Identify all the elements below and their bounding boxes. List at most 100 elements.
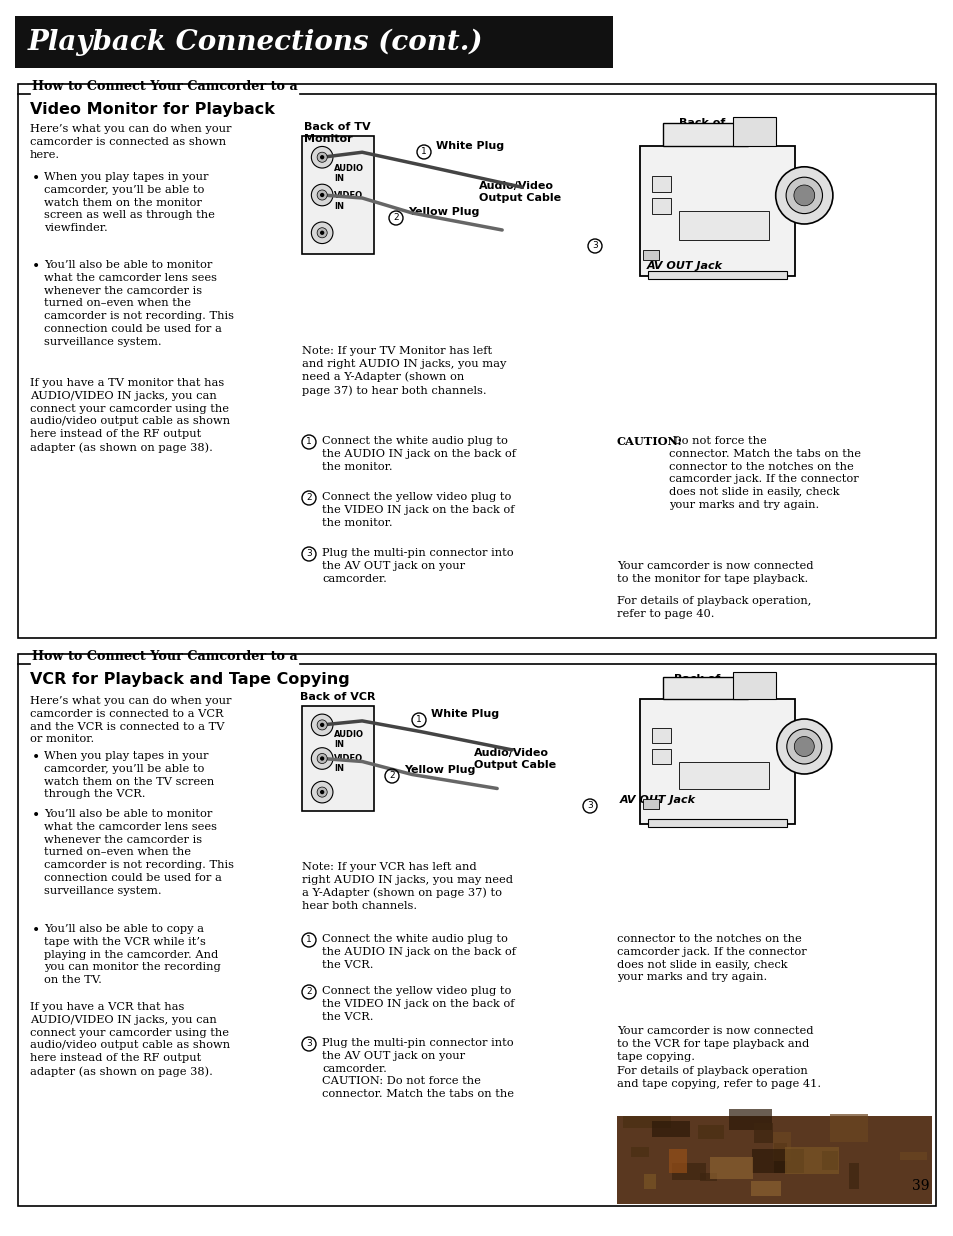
Bar	[18, 84, 935, 638]
Text: Connect the white audio plug to
the AUDIO IN jack on the back of
the monitor.: Connect the white audio plug to the AUDI…	[322, 436, 516, 472]
Circle shape	[311, 781, 333, 803]
Bar	[729, 1109, 772, 1130]
Bar	[652, 176, 670, 192]
Circle shape	[316, 719, 327, 730]
Bar	[639, 146, 794, 276]
Bar	[642, 250, 658, 261]
Bar	[829, 1114, 867, 1142]
Text: Note: If your VCR has left and
right AUDIO IN jacks, you may need
a Y-Adapter (s: Note: If your VCR has left and right AUD…	[302, 861, 513, 911]
Text: Note: If your TV Monitor has left
and right AUDIO IN jacks, you may
need a Y-Ada: Note: If your TV Monitor has left and ri…	[302, 346, 506, 396]
Circle shape	[776, 719, 831, 774]
Text: For details of playback operation,
refer to page 40.: For details of playback operation, refer…	[617, 596, 810, 619]
Text: How to Connect Your Camcorder to a: How to Connect Your Camcorder to a	[32, 80, 297, 93]
Text: Your camcorder is now connected
to the VCR for tape playback and
tape copying.: Your camcorder is now connected to the V…	[617, 1026, 813, 1062]
Circle shape	[316, 754, 327, 764]
Circle shape	[793, 185, 814, 206]
Text: Back of VCR: Back of VCR	[299, 692, 375, 702]
Circle shape	[316, 787, 327, 797]
Text: When you play tapes in your
camcorder, you’ll be able to
watch them on the monit: When you play tapes in your camcorder, y…	[44, 172, 214, 234]
Circle shape	[319, 154, 324, 159]
Text: White Plug: White Plug	[431, 709, 498, 719]
Circle shape	[319, 756, 324, 760]
Text: Audio/Video
Output Cable: Audio/Video Output Cable	[478, 180, 560, 203]
Bar	[642, 798, 658, 810]
Text: 3: 3	[586, 801, 592, 811]
Text: You’ll also be able to copy a
tape with the VCR while it’s
playing in the camcor: You’ll also be able to copy a tape with …	[44, 925, 220, 985]
Text: 39: 39	[911, 1179, 929, 1193]
Text: White Plug: White Plug	[436, 141, 503, 151]
Circle shape	[316, 227, 327, 237]
Text: You’ll also be able to monitor
what the camcorder lens sees
whenever the camcord: You’ll also be able to monitor what the …	[44, 260, 233, 347]
Text: Plug the multi-pin connector into
the AV OUT jack on your
camcorder.
CAUTION: Do: Plug the multi-pin connector into the AV…	[322, 1038, 514, 1099]
Bar	[774, 1143, 785, 1173]
Bar	[643, 1173, 655, 1189]
Text: Here’s what you can do when your
camcorder is connected as shown
here.: Here’s what you can do when your camcord…	[30, 124, 232, 159]
Bar	[652, 728, 670, 743]
Bar	[848, 1163, 858, 1189]
Bar	[662, 676, 748, 700]
Text: AV OUT Jack: AV OUT Jack	[619, 795, 696, 805]
Bar	[647, 819, 786, 827]
Bar	[732, 117, 776, 146]
Text: Connect the yellow video plug to
the VIDEO IN jack on the back of
the VCR.: Connect the yellow video plug to the VID…	[322, 986, 514, 1022]
Text: Back of
Camcorder: Back of Camcorder	[674, 674, 741, 696]
Bar	[652, 749, 670, 764]
Text: Back of
Camcorder: Back of Camcorder	[678, 117, 745, 140]
Bar	[700, 1173, 717, 1180]
Bar	[784, 1147, 839, 1174]
Text: connector to the notches on the
camcorder jack. If the connector
does not slide : connector to the notches on the camcorde…	[617, 934, 806, 983]
Text: Your camcorder is now connected
to the monitor for tape playback.: Your camcorder is now connected to the m…	[617, 561, 813, 583]
Circle shape	[775, 167, 832, 224]
Text: 1: 1	[416, 716, 421, 724]
Bar	[302, 136, 374, 255]
Bar	[651, 1121, 689, 1137]
Text: 2: 2	[306, 988, 312, 996]
Text: 2: 2	[389, 771, 395, 780]
Bar	[647, 271, 786, 278]
Circle shape	[316, 190, 327, 200]
Circle shape	[319, 723, 324, 727]
Text: Video Monitor for Playback: Video Monitor for Playback	[30, 103, 274, 117]
Text: 3: 3	[306, 550, 312, 559]
Bar	[821, 1151, 837, 1169]
Bar	[732, 671, 776, 700]
Bar	[15, 16, 613, 68]
Bar	[639, 700, 794, 824]
Text: CAUTION:: CAUTION:	[617, 436, 682, 447]
Text: Do not force the
connector. Match the tabs on the
connector to the notches on th: Do not force the connector. Match the ta…	[668, 436, 861, 510]
Text: VIDEO
IN: VIDEO IN	[334, 754, 363, 774]
Text: Plug the multi-pin connector into
the AV OUT jack on your
camcorder.: Plug the multi-pin connector into the AV…	[322, 548, 513, 583]
Text: Playback Connections (cont.): Playback Connections (cont.)	[28, 28, 483, 56]
Text: VCR for Playback and Tape Copying: VCR for Playback and Tape Copying	[30, 672, 350, 687]
Bar	[899, 1152, 926, 1161]
Text: •: •	[32, 751, 40, 765]
Text: Yellow Plug: Yellow Plug	[408, 206, 478, 218]
Bar	[671, 1163, 705, 1180]
Circle shape	[319, 231, 324, 235]
Bar	[622, 1116, 670, 1128]
Circle shape	[311, 146, 333, 168]
Text: •: •	[32, 925, 40, 938]
Text: AUDIO
IN: AUDIO IN	[334, 730, 364, 749]
Bar	[678, 211, 768, 240]
Bar	[617, 1116, 931, 1204]
Text: Here’s what you can do when your
camcorder is connected to a VCR
and the VCR is : Here’s what you can do when your camcord…	[30, 696, 232, 744]
Bar	[710, 1157, 752, 1179]
Bar	[750, 1180, 781, 1196]
Text: 3: 3	[306, 1039, 312, 1048]
Circle shape	[785, 177, 821, 214]
Circle shape	[311, 714, 333, 735]
Text: •: •	[32, 810, 40, 823]
Bar	[751, 1149, 802, 1173]
Circle shape	[319, 790, 324, 795]
Bar	[630, 1147, 648, 1157]
Text: 2: 2	[306, 493, 312, 503]
Bar	[772, 1132, 790, 1162]
Circle shape	[786, 729, 821, 764]
Text: If you have a VCR that has
AUDIO/VIDEO IN jacks, you can
connect your camcorder : If you have a VCR that has AUDIO/VIDEO I…	[30, 1002, 230, 1077]
Text: Audio/Video
Output Cable: Audio/Video Output Cable	[474, 748, 556, 770]
Circle shape	[316, 152, 327, 162]
Text: Connect the white audio plug to
the AUDIO IN jack on the back of
the VCR.: Connect the white audio plug to the AUDI…	[322, 934, 516, 969]
Circle shape	[794, 737, 814, 756]
Text: AV OUT Jack: AV OUT Jack	[646, 261, 722, 271]
